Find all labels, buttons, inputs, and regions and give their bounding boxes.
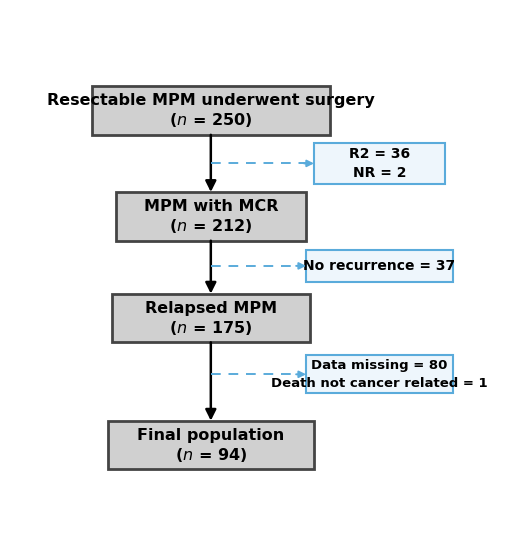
FancyBboxPatch shape	[306, 355, 453, 393]
FancyBboxPatch shape	[314, 144, 445, 184]
FancyBboxPatch shape	[108, 421, 314, 469]
Text: No recurrence = 37: No recurrence = 37	[304, 259, 456, 273]
Text: Resectable MPM underwent surgery: Resectable MPM underwent surgery	[47, 94, 375, 108]
FancyBboxPatch shape	[116, 192, 306, 241]
Text: MPM with MCR: MPM with MCR	[143, 199, 278, 214]
FancyBboxPatch shape	[306, 250, 453, 282]
FancyBboxPatch shape	[92, 86, 330, 135]
Text: Relapsed MPM: Relapsed MPM	[145, 301, 277, 316]
Text: R2 = 36
NR = 2: R2 = 36 NR = 2	[349, 147, 410, 180]
Text: Final population: Final population	[137, 428, 285, 443]
Text: ($\it{n}$ = 212): ($\it{n}$ = 212)	[169, 217, 252, 235]
Text: ($\it{n}$ = 175): ($\it{n}$ = 175)	[169, 318, 252, 337]
Text: ($\it{n}$ = 250): ($\it{n}$ = 250)	[169, 111, 252, 129]
Text: Data missing = 80
Death not cancer related = 1: Data missing = 80 Death not cancer relat…	[271, 359, 488, 390]
Text: ($\it{n}$ = 94): ($\it{n}$ = 94)	[175, 446, 247, 464]
FancyBboxPatch shape	[112, 294, 310, 342]
